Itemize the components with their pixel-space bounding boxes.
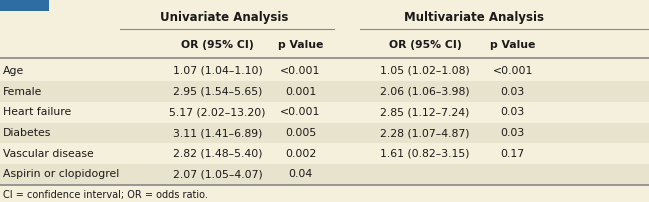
FancyBboxPatch shape	[0, 61, 649, 81]
FancyBboxPatch shape	[0, 123, 649, 143]
Text: Female: Female	[3, 87, 43, 97]
Text: Multivariate Analysis: Multivariate Analysis	[404, 11, 544, 24]
Text: 2.95 (1.54–5.65): 2.95 (1.54–5.65)	[173, 87, 262, 97]
Text: 5.17 (2.02–13.20): 5.17 (2.02–13.20)	[169, 107, 265, 117]
Text: Diabetes: Diabetes	[3, 128, 52, 138]
Text: 0.03: 0.03	[500, 128, 525, 138]
Text: 2.28 (1.07–4.87): 2.28 (1.07–4.87)	[380, 128, 470, 138]
Text: p Value: p Value	[278, 40, 323, 50]
Text: p Value: p Value	[490, 40, 535, 50]
Text: 0.001: 0.001	[285, 87, 316, 97]
FancyBboxPatch shape	[0, 164, 649, 185]
Text: CI = confidence interval; OR = odds ratio.: CI = confidence interval; OR = odds rati…	[3, 190, 208, 200]
Text: <0.001: <0.001	[493, 66, 533, 76]
FancyBboxPatch shape	[0, 0, 49, 11]
Text: <0.001: <0.001	[280, 66, 321, 76]
Text: Vascular disease: Vascular disease	[3, 149, 94, 159]
Text: Age: Age	[3, 66, 25, 76]
FancyBboxPatch shape	[0, 143, 649, 164]
Text: <0.001: <0.001	[280, 107, 321, 117]
Text: 2.82 (1.48–5.40): 2.82 (1.48–5.40)	[173, 149, 262, 159]
Text: Univariate Analysis: Univariate Analysis	[160, 11, 288, 24]
Text: 1.07 (1.04–1.10): 1.07 (1.04–1.10)	[173, 66, 262, 76]
Text: 2.07 (1.05–4.07): 2.07 (1.05–4.07)	[173, 169, 262, 180]
Text: 3.11 (1.41–6.89): 3.11 (1.41–6.89)	[173, 128, 262, 138]
Text: 0.005: 0.005	[285, 128, 316, 138]
Text: 2.85 (1.12–7.24): 2.85 (1.12–7.24)	[380, 107, 470, 117]
Text: 2.06 (1.06–3.98): 2.06 (1.06–3.98)	[380, 87, 470, 97]
FancyBboxPatch shape	[0, 102, 649, 123]
Text: 0.03: 0.03	[500, 107, 525, 117]
Text: OR (95% CI): OR (95% CI)	[181, 40, 254, 50]
Text: 0.002: 0.002	[285, 149, 316, 159]
FancyBboxPatch shape	[0, 81, 649, 102]
Text: 0.04: 0.04	[288, 169, 313, 180]
Text: 1.61 (0.82–3.15): 1.61 (0.82–3.15)	[380, 149, 470, 159]
Text: 0.03: 0.03	[500, 87, 525, 97]
Text: Aspirin or clopidogrel: Aspirin or clopidogrel	[3, 169, 119, 180]
Text: Heart failure: Heart failure	[3, 107, 71, 117]
Text: OR (95% CI): OR (95% CI)	[389, 40, 461, 50]
Text: 1.05 (1.02–1.08): 1.05 (1.02–1.08)	[380, 66, 470, 76]
Text: 0.17: 0.17	[500, 149, 525, 159]
